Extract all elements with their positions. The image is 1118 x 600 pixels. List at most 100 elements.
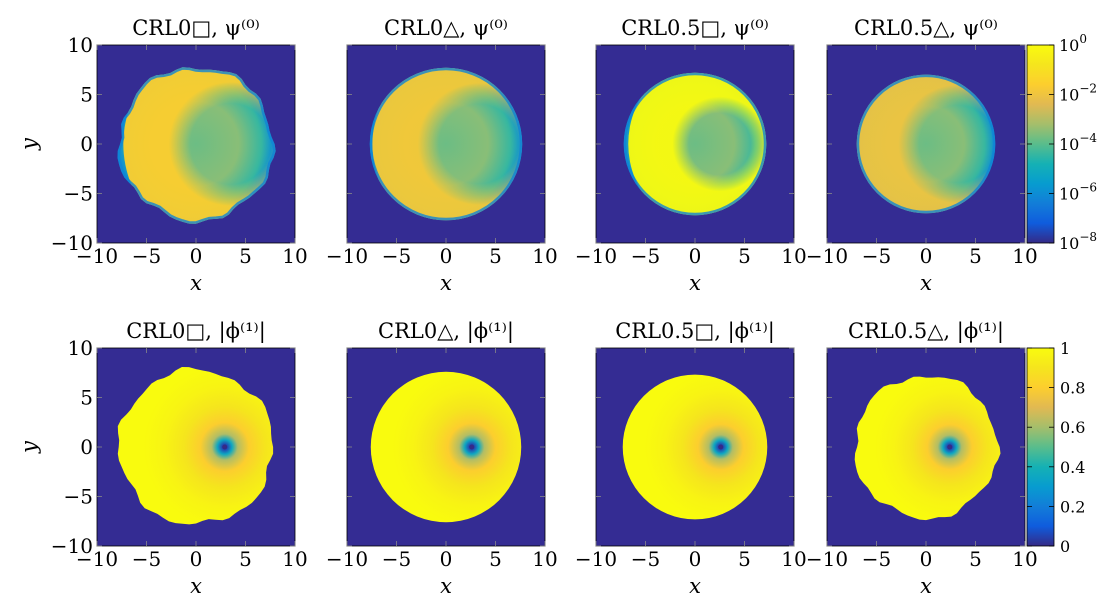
x-tick-label: 10 bbox=[1012, 244, 1037, 268]
x-axis-label: x bbox=[920, 271, 932, 295]
amplitude-disk bbox=[117, 367, 274, 525]
x-axis-label: x bbox=[190, 574, 202, 598]
x-tick-label: 0 bbox=[190, 547, 203, 571]
density-crescent bbox=[856, 74, 996, 214]
colorbar-tick-label: 10−2 bbox=[1059, 82, 1097, 105]
colorbar: 1 0.8 0.6 0.4 0.2 0 bbox=[1026, 339, 1085, 556]
panel-title: CRL0□, ψ⁽⁰⁾ bbox=[132, 16, 260, 40]
y-tick-label: 10 bbox=[68, 336, 93, 360]
panel-title: CRL0.5□, ψ⁽⁰⁾ bbox=[621, 16, 769, 40]
y-tick-label: 0 bbox=[80, 132, 93, 156]
x-tick-label: −10 bbox=[806, 244, 848, 268]
vortex-core bbox=[469, 444, 475, 450]
panel-7: −10 −5 0 5 10 CRL0.5□, |ϕ⁽¹⁾| x bbox=[575, 319, 807, 598]
x-tick-label: 5 bbox=[489, 244, 502, 268]
density-rim bbox=[623, 72, 767, 216]
colorbar-tick-label: 0.6 bbox=[1060, 418, 1085, 437]
colorbar-tick-label: 10−4 bbox=[1059, 131, 1097, 154]
panel-1: −10 −5 0 5 10 10 5 0 −5 −10 CRL0□, ψ⁽⁰⁾ x y bbox=[17, 16, 308, 295]
y-tick-label: 5 bbox=[80, 83, 93, 107]
colorbar-tick-label: 0 bbox=[1060, 537, 1070, 556]
panel-6: −10 −5 0 5 10 CRL0△, |ϕ⁽¹⁾| x bbox=[326, 319, 558, 598]
panel-title: CRL0.5□, |ϕ⁽¹⁾| bbox=[615, 319, 775, 344]
density-rim bbox=[369, 67, 523, 221]
x-tick-label: 0 bbox=[920, 547, 933, 571]
x-tick-label: −10 bbox=[575, 244, 617, 268]
y-tick-label: −5 bbox=[64, 485, 93, 509]
colorbar-tick-label: 0.8 bbox=[1060, 379, 1085, 398]
x-tick-label: 10 bbox=[781, 547, 806, 571]
x-tick-label: 5 bbox=[969, 547, 982, 571]
vortex-core bbox=[718, 444, 724, 450]
amplitude-disk bbox=[622, 374, 768, 520]
panel-title: CRL0△, |ϕ⁽¹⁾| bbox=[378, 319, 514, 344]
amplitude-disk bbox=[370, 371, 522, 523]
density-crescent bbox=[372, 67, 523, 221]
panel-8: −10 −5 0 5 10 CRL0.5△, |ϕ⁽¹⁾| x bbox=[806, 319, 1038, 598]
x-tick-label: 5 bbox=[239, 244, 252, 268]
x-tick-label: 10 bbox=[532, 547, 557, 571]
y-axis-label: y bbox=[17, 137, 41, 151]
x-tick-label: −5 bbox=[382, 547, 411, 571]
panel-5: −10 −5 0 5 10 10 5 0 −5 −10 CRL0□, |ϕ⁽¹⁾| x y bbox=[17, 319, 308, 598]
colorbar-tick-label: 10−8 bbox=[1059, 230, 1097, 253]
colorbar-gradient bbox=[1026, 347, 1055, 547]
x-tick-label: −5 bbox=[631, 547, 660, 571]
colorbar-tick-label: 1 bbox=[1060, 339, 1070, 358]
x-axis-label: x bbox=[190, 271, 202, 295]
x-axis-label: x bbox=[440, 574, 452, 598]
x-tick-label: 5 bbox=[239, 547, 252, 571]
x-tick-label: −10 bbox=[76, 244, 118, 268]
colorbar-tick-label: 0.2 bbox=[1060, 497, 1085, 516]
density-rim bbox=[856, 74, 996, 214]
panel-4: −10 −5 0 5 10 CRL0.5△, ψ⁽⁰⁾ x bbox=[806, 16, 1038, 295]
x-tick-label: 10 bbox=[282, 547, 307, 571]
x-tick-label: −5 bbox=[132, 244, 161, 268]
colorbar-tick-label: 0.4 bbox=[1060, 458, 1085, 477]
x-tick-label: 5 bbox=[489, 547, 502, 571]
panel-3: −10 −5 0 5 10 CRL0.5□, ψ⁽⁰⁾ x bbox=[575, 16, 807, 295]
x-tick-label: 0 bbox=[689, 244, 702, 268]
vortex-core bbox=[947, 444, 953, 450]
x-tick-label: −10 bbox=[806, 547, 848, 571]
x-tick-label: −10 bbox=[575, 547, 617, 571]
vortex-core bbox=[222, 444, 228, 450]
x-tick-label: −5 bbox=[631, 244, 660, 268]
x-tick-label: 10 bbox=[282, 244, 307, 268]
x-tick-label: −10 bbox=[76, 547, 118, 571]
y-tick-label: 5 bbox=[80, 386, 93, 410]
x-tick-label: 10 bbox=[532, 244, 557, 268]
x-tick-label: 10 bbox=[781, 244, 806, 268]
x-axis-label: x bbox=[440, 271, 452, 295]
colorbar-tick-label: 10−6 bbox=[1059, 181, 1097, 204]
amplitude-disk bbox=[854, 376, 1001, 521]
x-tick-label: 0 bbox=[920, 244, 933, 268]
y-tick-label: −10 bbox=[51, 534, 93, 558]
x-tick-label: −10 bbox=[326, 244, 368, 268]
x-axis-label: x bbox=[689, 271, 701, 295]
y-tick-label: −10 bbox=[51, 231, 93, 255]
panel-2: −10 −5 0 5 10 CRL0△, ψ⁽⁰⁾ x bbox=[326, 16, 558, 295]
x-tick-label: −5 bbox=[132, 547, 161, 571]
y-tick-label: 10 bbox=[68, 33, 93, 57]
x-tick-label: 0 bbox=[689, 547, 702, 571]
x-tick-label: 10 bbox=[1012, 547, 1037, 571]
x-tick-label: 5 bbox=[738, 547, 751, 571]
x-tick-label: −5 bbox=[862, 244, 891, 268]
x-tick-label: 5 bbox=[738, 244, 751, 268]
colorbar: 100 10−2 10−4 10−6 10−8 bbox=[1026, 32, 1097, 253]
panel-title: CRL0.5△, ψ⁽⁰⁾ bbox=[854, 16, 998, 40]
panel-title: CRL0△, ψ⁽⁰⁾ bbox=[384, 16, 508, 40]
y-tick-label: −5 bbox=[64, 182, 93, 206]
y-tick-label: 0 bbox=[80, 435, 93, 459]
y-axis-label: y bbox=[17, 440, 41, 454]
x-tick-label: 0 bbox=[440, 244, 453, 268]
x-tick-label: 0 bbox=[190, 244, 203, 268]
panel-title: CRL0.5△, |ϕ⁽¹⁾| bbox=[848, 319, 1004, 344]
panel-title: CRL0□, |ϕ⁽¹⁾| bbox=[126, 319, 266, 344]
x-tick-label: −5 bbox=[862, 547, 891, 571]
x-tick-label: 0 bbox=[440, 547, 453, 571]
density-crescent bbox=[123, 67, 276, 224]
density-rim bbox=[117, 67, 276, 224]
